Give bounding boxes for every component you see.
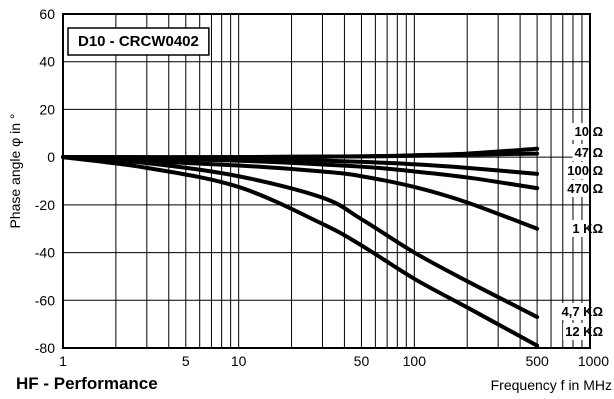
chart-title-box: [67, 27, 210, 56]
x-tick-label: 50: [354, 353, 370, 369]
y-tick-label: 40: [39, 54, 55, 70]
y-tick-label: 0: [47, 149, 55, 165]
x-axis-label: Frequency f in MHz: [491, 377, 612, 393]
chart-series: [61, 146, 540, 348]
series-label: 100 Ω: [567, 163, 603, 178]
plot-frame: [62, 13, 591, 349]
series-line: [61, 155, 540, 348]
series-label-background: [572, 144, 605, 161]
y-axis-label: Phase angle φ in °: [7, 113, 23, 228]
chart-title: D10 - CRCW0402: [78, 33, 199, 50]
y-tick-label: -60: [35, 292, 55, 308]
series-label-background: [565, 162, 605, 179]
series-label: 4,7 KΩ: [562, 304, 604, 319]
series-label-background: [565, 180, 605, 197]
x-tick-label: 100: [403, 353, 427, 369]
chart-series-labels: 10 Ω 47 Ω 100 Ω 470 Ω 1 KΩ 4,7 KΩ 12 KΩ: [559, 123, 605, 340]
series-label: 12 KΩ: [565, 324, 603, 339]
y-tick-label: -20: [35, 197, 55, 213]
x-tick-label: 10: [231, 353, 247, 369]
series-label: 47 Ω: [575, 145, 604, 160]
series-line: [61, 155, 540, 191]
series-line: [61, 155, 540, 319]
x-tick-label: 1000: [578, 353, 609, 369]
series-label-background: [559, 303, 605, 320]
y-tick-label: 60: [39, 6, 55, 22]
series-label-background: [570, 220, 605, 237]
chart-ticks: 60 40 20 0 -20 -40 -60 -801 5 10 50 100 500 1000: [35, 6, 609, 369]
x-tick-label: 1: [59, 353, 67, 369]
footer-title: HF - Performance: [16, 374, 158, 393]
y-tick-label: -80: [35, 340, 55, 356]
series-label: 10 Ω: [575, 124, 604, 139]
series-label-background: [572, 123, 605, 140]
x-tick-label: 500: [525, 353, 549, 369]
y-tick-label: 20: [39, 101, 55, 117]
series-label-background: [563, 323, 605, 340]
chart-grid: [63, 14, 590, 348]
series-label: 1 KΩ: [572, 221, 603, 236]
x-tick-label: 5: [182, 353, 190, 369]
series-label: 470 Ω: [567, 181, 603, 196]
series-line: [61, 155, 540, 231]
y-tick-label: -40: [35, 245, 55, 261]
